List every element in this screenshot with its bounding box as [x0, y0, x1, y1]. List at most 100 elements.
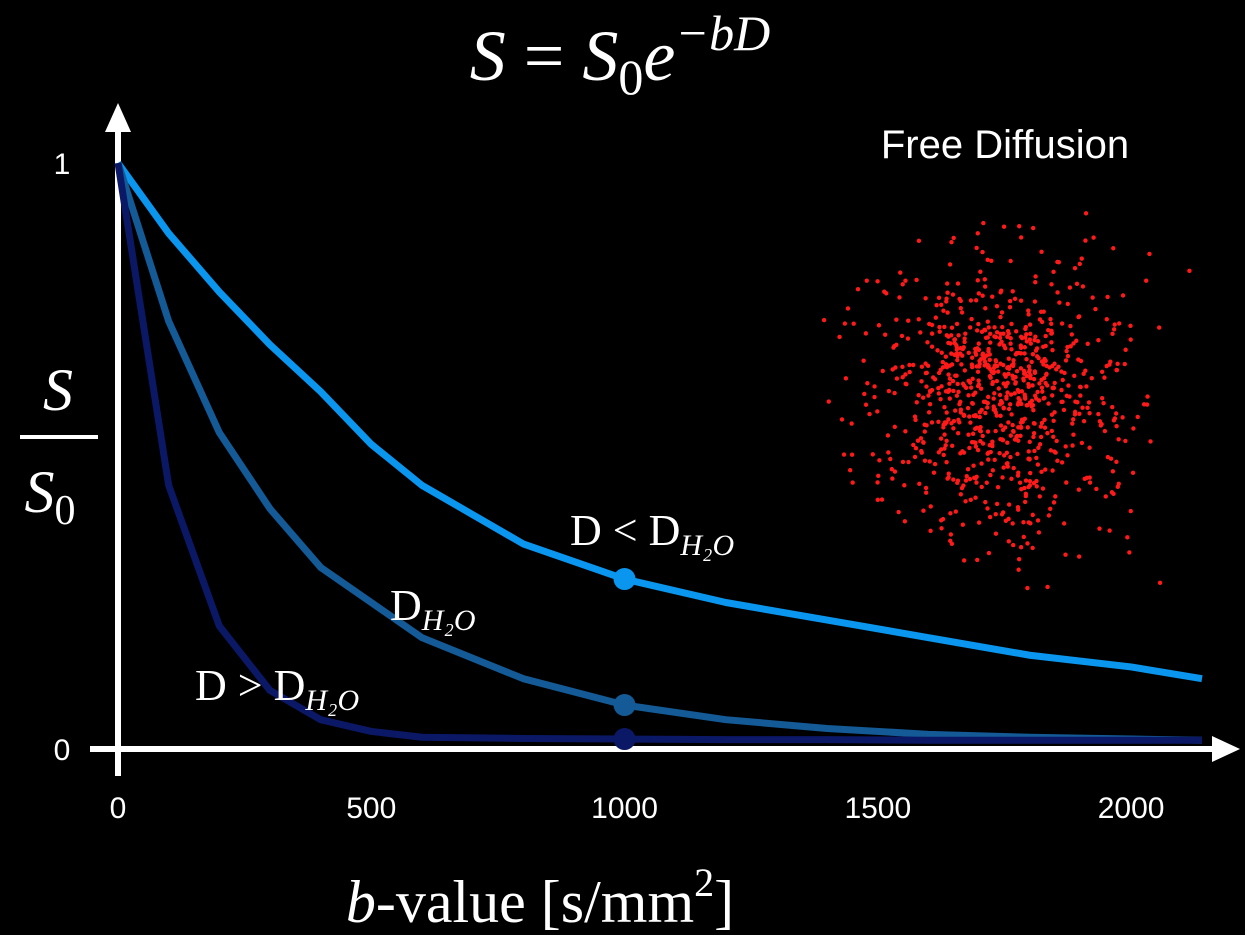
scatter-dot [987, 514, 993, 520]
scatter-dot [1001, 224, 1007, 229]
scatter-dot [939, 526, 944, 531]
scatter-dot [1043, 343, 1048, 349]
scatter-dot [1032, 369, 1038, 374]
scatter-dot [1016, 507, 1021, 512]
scatter-dot [982, 359, 988, 364]
scatter-dot [897, 295, 902, 300]
x-tick-label: 0 [110, 792, 127, 825]
scatter-dot [1085, 341, 1090, 346]
scatter-dot [996, 386, 1001, 391]
scatter-dot [1031, 434, 1036, 440]
scatter-dot [921, 440, 926, 445]
scatter-dot [1071, 417, 1076, 422]
scatter-dot [1059, 387, 1064, 393]
scatter-dot [1037, 442, 1043, 447]
scatter-dot [1116, 481, 1121, 486]
scatter-dot [1093, 306, 1098, 312]
scatter-dot [920, 395, 926, 400]
scatter-dot [1123, 347, 1128, 352]
scatter-dot [1006, 539, 1012, 544]
scatter-dot [1064, 348, 1069, 354]
scatter-dot [893, 365, 898, 370]
x-axis-arrow [1212, 736, 1240, 762]
scatter-dot [1029, 398, 1035, 404]
scatter-dot [1135, 414, 1140, 420]
scatter-dot [1031, 430, 1037, 436]
scatter-dot [903, 381, 908, 387]
scatter-dot [969, 440, 975, 445]
scatter-dot [1015, 451, 1020, 457]
scatter-dot [1039, 385, 1045, 390]
legend-subscript: H₂O [304, 684, 359, 717]
scatter-dot [1070, 443, 1075, 448]
scatter-dot [922, 458, 928, 463]
scatter-dot [1083, 211, 1089, 216]
scatter-dot [1011, 542, 1016, 548]
scatter-dot [946, 340, 951, 346]
scatter-dot [1005, 440, 1010, 445]
scatter-dot [912, 454, 918, 460]
scatter-dot [1074, 338, 1079, 343]
scatter-dot [1087, 445, 1092, 450]
scatter-dot [1039, 249, 1044, 255]
scatter-dot [930, 375, 936, 380]
scatter-dot [1026, 308, 1031, 313]
scatter-dot [1050, 347, 1055, 353]
scatter-dot [968, 497, 974, 502]
scatter-dot [983, 306, 988, 311]
scatter-dot [976, 341, 981, 346]
scatter-dot [960, 522, 966, 527]
scatter-dot [923, 296, 928, 301]
scatter-dot [951, 235, 956, 241]
scatter-dot [980, 433, 985, 439]
scatter-dot [892, 390, 897, 396]
scatter-dot [965, 405, 971, 411]
scatter-dot [949, 351, 954, 356]
scatter-dot [1128, 508, 1133, 514]
scatter-dot [940, 359, 945, 365]
scatter-dot [894, 342, 899, 348]
scatter-dot [966, 432, 971, 437]
scatter-dot [821, 317, 827, 323]
scatter-dot [1103, 494, 1108, 499]
scatter-dot [976, 382, 982, 387]
scatter-dot [1014, 350, 1019, 356]
scatter-dot [1048, 448, 1054, 453]
scatter-dot [1104, 317, 1109, 322]
scatter-dot [1040, 486, 1046, 491]
scatter-dot [966, 393, 971, 398]
scatter-dot [985, 405, 990, 410]
scatter-dot [1107, 362, 1112, 367]
scatter-dot [1018, 334, 1024, 339]
scatter-dot [900, 364, 905, 370]
scatter-dot [1032, 337, 1037, 343]
scatter-dot [990, 379, 996, 385]
scatter-dot [997, 450, 1002, 456]
scatter-dot [983, 410, 988, 416]
scatter-dot [1042, 425, 1048, 430]
scatter-dot [1028, 521, 1033, 526]
scatter-dot [842, 321, 848, 326]
scatter-dot [1005, 380, 1010, 386]
scatter-dot [988, 375, 993, 380]
scatter-dot [991, 396, 996, 401]
scatter-dot [1009, 321, 1014, 327]
scatter-dot [880, 368, 885, 374]
scatter-dot [1072, 412, 1078, 417]
scatter-dot [938, 436, 944, 441]
scatter-dot [1003, 346, 1008, 351]
scatter-dot [985, 506, 990, 511]
scatter-dot [867, 411, 872, 417]
scatter-dot [985, 319, 990, 324]
legend-name: D > D [195, 661, 305, 710]
scatter-dot [1018, 366, 1024, 371]
scatter-dot [1026, 364, 1032, 369]
scatter-dot [1071, 341, 1076, 346]
scatter-dot [1005, 464, 1010, 469]
scatter-dot [1038, 309, 1044, 314]
scatter-dot [925, 340, 930, 345]
scatter-dot [1008, 258, 1013, 264]
scatter-dot [947, 381, 952, 386]
scatter-dot [998, 436, 1003, 442]
scatter-dot [875, 480, 880, 485]
